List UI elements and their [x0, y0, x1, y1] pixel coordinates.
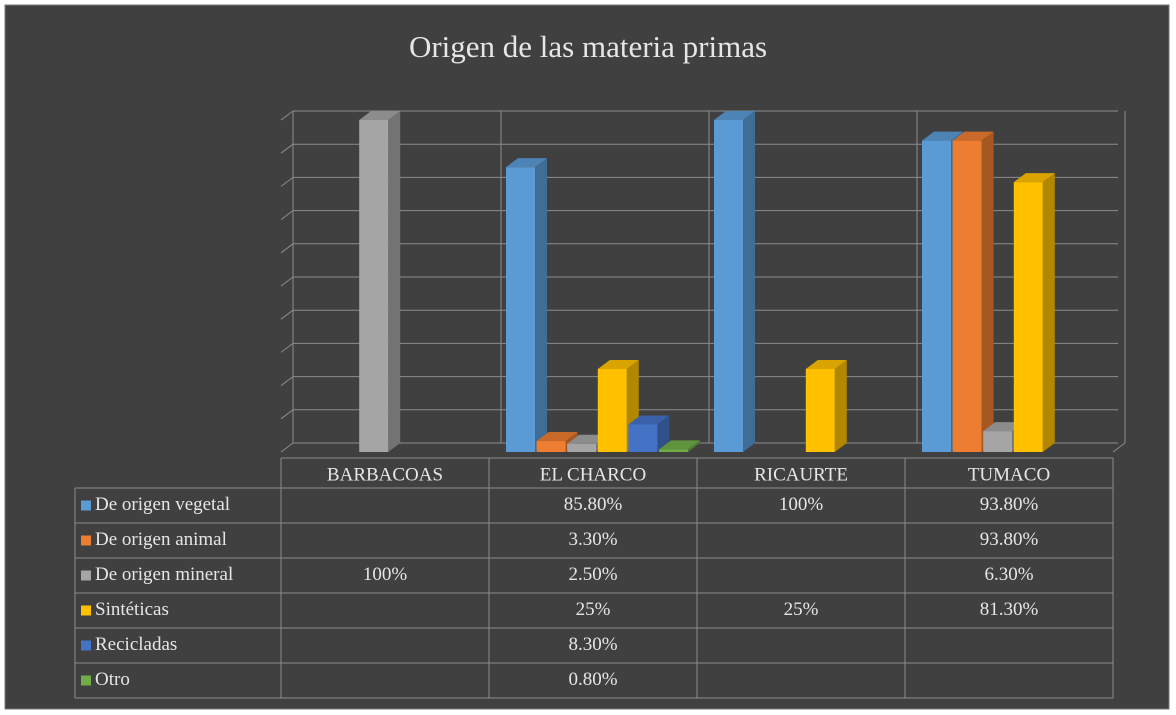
- bar-side: [657, 415, 670, 452]
- data-label: 93.80%: [980, 494, 1039, 515]
- bar-top: [359, 111, 401, 120]
- legend-swatch: [81, 570, 91, 581]
- bar-side: [743, 111, 755, 452]
- bar-top: [714, 111, 755, 120]
- grid-line: [280, 176, 294, 187]
- bar-top: [597, 360, 639, 369]
- grid-line: [280, 309, 294, 320]
- grid-line: [280, 110, 294, 121]
- x-tick-label: TUMACO: [968, 464, 1050, 485]
- data-label: 85.80%: [564, 494, 623, 515]
- legend-label: Recicladas: [95, 634, 177, 655]
- legend-swatch: [81, 640, 91, 651]
- bar: [359, 120, 389, 452]
- legend-swatch: [81, 605, 91, 616]
- bar-top: [506, 158, 547, 168]
- grid-line: [280, 210, 294, 221]
- grid-line: [280, 276, 294, 287]
- legend-swatch: [81, 500, 91, 511]
- data-label: 8.30%: [568, 634, 617, 655]
- bar-side: [688, 440, 700, 452]
- data-label: 3.30%: [568, 529, 617, 550]
- bar-side: [834, 360, 847, 452]
- bar-top: [952, 131, 994, 141]
- floor-edge: [1112, 442, 1126, 453]
- legend-label: Sintéticas: [95, 599, 169, 620]
- grid-line: [280, 143, 294, 154]
- bar: [597, 369, 627, 452]
- grid-line: [280, 442, 294, 453]
- bar-side: [1042, 173, 1055, 453]
- grid-line: [280, 243, 294, 254]
- data-label: 100%: [779, 494, 824, 515]
- data-label: 81.30%: [980, 599, 1039, 620]
- bar: [1013, 182, 1043, 453]
- bar: [805, 369, 835, 452]
- bar-top: [805, 360, 847, 369]
- chart-title: Origen de las materia primas: [409, 29, 767, 64]
- x-tick-label: BARBACOAS: [327, 464, 443, 485]
- bar: [983, 431, 1013, 452]
- grid-line: [280, 342, 294, 353]
- legend-label: De origen animal: [95, 529, 227, 550]
- data-label: 6.30%: [984, 564, 1033, 585]
- grid-line: [280, 409, 294, 420]
- bar-top: [659, 440, 700, 450]
- legend-label: De origen vegetal: [95, 494, 230, 515]
- bar: [659, 449, 688, 452]
- x-tick-label: RICAURTE: [754, 464, 848, 485]
- bar: [536, 441, 566, 452]
- legend-label: De origen mineral: [95, 564, 233, 585]
- grid-line: [280, 376, 294, 387]
- bar: [922, 140, 951, 453]
- x-tick-label: EL CHARCO: [540, 464, 646, 485]
- data-label: 25%: [576, 599, 611, 620]
- legend-swatch: [81, 675, 91, 686]
- data-label: 100%: [363, 564, 408, 585]
- bar-top: [536, 432, 578, 442]
- bar: [952, 140, 982, 453]
- bar: [506, 167, 535, 453]
- legend-swatch: [81, 535, 91, 546]
- bar-side: [388, 111, 401, 452]
- data-label: 25%: [784, 599, 819, 620]
- data-label: 93.80%: [980, 529, 1039, 550]
- data-label: 2.50%: [568, 564, 617, 585]
- bar-top: [1013, 173, 1055, 183]
- bar-side: [535, 158, 547, 453]
- bar-top: [922, 131, 963, 141]
- bar: [714, 120, 743, 452]
- bar-top: [628, 415, 670, 425]
- data-label: 0.80%: [568, 669, 617, 690]
- legend-label: Otro: [95, 669, 130, 690]
- bar: [567, 443, 597, 452]
- bar-side: [981, 131, 994, 453]
- bar: [628, 424, 658, 452]
